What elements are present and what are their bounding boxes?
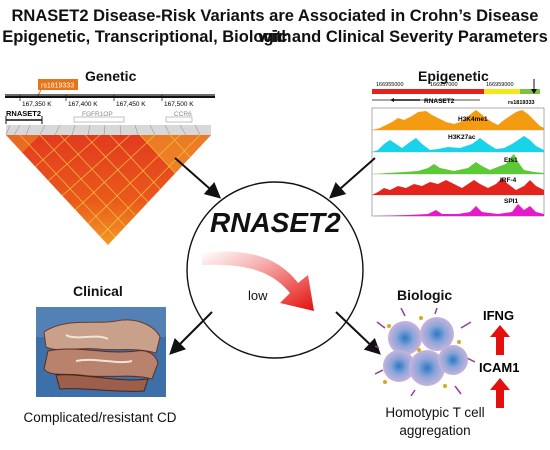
t-cell bbox=[388, 321, 422, 355]
up-arrow-icon bbox=[490, 378, 510, 408]
genetic-panel: rs1819333 167,350 K 167,400 K 167,450 K … bbox=[5, 79, 215, 245]
center-level-label: low bbox=[248, 288, 268, 303]
epi-snp: rs1819333 bbox=[508, 100, 535, 106]
center-gene-label: RNASET2 bbox=[210, 207, 341, 238]
genetic-snp-badge bbox=[38, 79, 78, 90]
track-spi1-signal bbox=[372, 204, 544, 216]
track-label-1: H3K27ac bbox=[448, 134, 476, 141]
t-cell bbox=[438, 345, 468, 375]
biologic-caption-line-2: aggregation bbox=[399, 423, 471, 438]
arrow-center-to-biologic bbox=[335, 311, 381, 355]
epi-coord-0: 166955000 bbox=[376, 82, 404, 88]
epigenetic-heading: Epigenetic bbox=[418, 68, 489, 84]
track-h3k4me1-signal bbox=[372, 110, 544, 130]
arrow-epigenetic-to-center bbox=[329, 157, 376, 199]
t-cell-aggregate-image bbox=[375, 308, 475, 396]
title-line-2: Epigenetic, Transcriptional, Biologic an… bbox=[2, 28, 548, 46]
epi-gene: RNASET2 bbox=[424, 98, 455, 105]
track-label-2: Ets1 bbox=[504, 157, 518, 164]
genetic-tick-1: 167,400 K bbox=[68, 101, 98, 108]
genetic-tick-2: 167,450 K bbox=[116, 101, 146, 108]
biologic-caption-line-1: Homotypic T cell bbox=[385, 405, 485, 420]
track-h3k27ac-signal bbox=[372, 136, 544, 152]
down-arrow-icon bbox=[202, 251, 314, 311]
biologic-heading: Biologic bbox=[397, 287, 453, 303]
title-line-1: RNASET2 Disease-Risk Variants are Associ… bbox=[11, 7, 539, 46]
ld-triangle-heatmap bbox=[6, 135, 211, 245]
t-cell bbox=[383, 350, 415, 382]
arrow-genetic-to-center bbox=[174, 157, 221, 199]
t-cell bbox=[420, 317, 454, 351]
epi-coord-2: 166959000 bbox=[486, 82, 514, 88]
center-diagram bbox=[186, 181, 364, 359]
up-arrow-icon bbox=[490, 325, 510, 355]
clinical-caption: Complicated/resistant CD bbox=[23, 410, 177, 425]
track-label-4: SPI1 bbox=[504, 198, 518, 205]
t-cell bbox=[409, 350, 445, 386]
genetic-tick-0: 167,350 K bbox=[22, 101, 52, 108]
track-label-3: IRF-4 bbox=[500, 177, 517, 184]
track-ets1-signal bbox=[372, 154, 544, 174]
genetic-gene-fgfr1op: FGFR1OP bbox=[82, 111, 113, 118]
genetic-gene-ccr6: CCR6 bbox=[174, 111, 192, 118]
marker-ifng: IFNG bbox=[483, 308, 515, 323]
genetic-tick-3: 167,500 K bbox=[164, 101, 194, 108]
arrow-center-to-clinical bbox=[169, 311, 213, 355]
genetic-snp-label: rs1819333 bbox=[41, 83, 74, 90]
genetic-gene-rnaset2: RNASET2 bbox=[6, 109, 41, 118]
epigenetic-panel: 166955000 166957000 166959000 RNASET2 rs… bbox=[371, 79, 545, 217]
track-irf4-signal bbox=[372, 178, 544, 195]
marker-icam1: ICAM1 bbox=[479, 360, 520, 375]
track-label-0: H3K4me1 bbox=[458, 116, 488, 123]
clinical-specimen-image bbox=[36, 307, 166, 397]
clinical-heading: Clinical bbox=[73, 283, 123, 299]
genetic-heading: Genetic bbox=[85, 68, 137, 84]
epi-coord-1: 166957000 bbox=[430, 82, 458, 88]
